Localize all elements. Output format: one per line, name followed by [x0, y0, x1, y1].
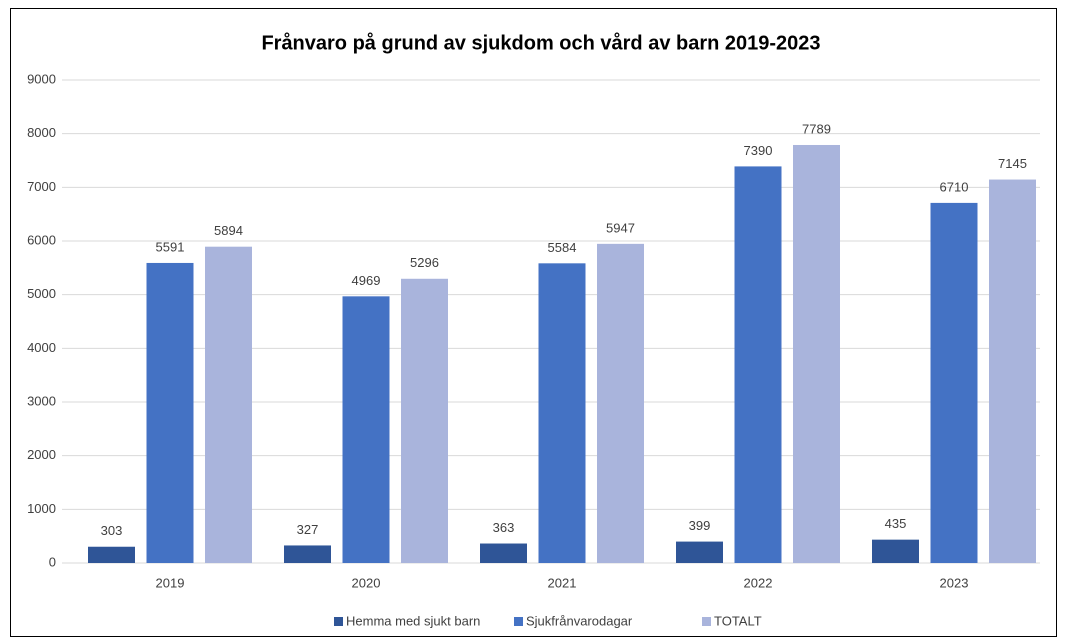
bar — [793, 144, 840, 563]
bar — [538, 263, 586, 563]
y-tick-label: 4000 — [27, 340, 56, 355]
bar — [284, 545, 331, 563]
x-tick-label: 2021 — [548, 575, 577, 590]
data-label: 7789 — [802, 121, 831, 136]
data-label: 7390 — [744, 143, 773, 158]
bar — [480, 543, 527, 563]
chart-title: Frånvaro på grund av sjukdom och vård av… — [261, 31, 820, 54]
x-tick-label: 2019 — [156, 575, 185, 590]
legend-swatch — [334, 617, 343, 626]
y-tick-label: 9000 — [27, 71, 56, 86]
y-tick-label: 5000 — [27, 286, 56, 301]
x-tick-label: 2022 — [744, 575, 773, 590]
bar — [989, 179, 1036, 563]
x-tick-label: 2023 — [940, 575, 969, 590]
y-tick-label: 8000 — [27, 125, 56, 140]
data-label: 363 — [493, 520, 515, 535]
legend-swatch — [702, 617, 711, 626]
x-tick-label: 2020 — [352, 575, 381, 590]
y-tick-label: 3000 — [27, 393, 56, 408]
data-label: 6710 — [940, 179, 969, 194]
bar — [205, 246, 252, 563]
bar — [88, 546, 135, 563]
data-label: 327 — [297, 522, 319, 537]
data-label: 5584 — [548, 240, 577, 255]
bar — [676, 541, 723, 563]
bar — [342, 296, 390, 563]
bar — [930, 202, 978, 563]
bar — [401, 278, 448, 563]
y-tick-label: 1000 — [27, 501, 56, 516]
data-label: 435 — [885, 516, 907, 531]
data-label: 5947 — [606, 220, 635, 235]
data-label: 303 — [101, 523, 123, 538]
legend-label: Sjukfrånvarodagar — [526, 613, 633, 628]
data-label: 4969 — [352, 273, 381, 288]
legend-swatch — [514, 617, 523, 626]
y-tick-label: 7000 — [27, 179, 56, 194]
y-tick-label: 2000 — [27, 447, 56, 462]
legend-label: TOTALT — [714, 613, 762, 628]
legend-label: Hemma med sjukt barn — [346, 613, 480, 628]
y-tick-label: 6000 — [27, 232, 56, 247]
data-label: 399 — [689, 518, 711, 533]
bar — [597, 243, 644, 563]
y-tick-label: 0 — [49, 554, 56, 569]
data-label: 7145 — [998, 156, 1027, 171]
data-label: 5296 — [410, 255, 439, 270]
data-label: 5894 — [214, 223, 243, 238]
data-label: 5591 — [156, 239, 185, 254]
bar — [734, 166, 782, 564]
bar — [146, 262, 194, 563]
bar — [872, 539, 919, 563]
